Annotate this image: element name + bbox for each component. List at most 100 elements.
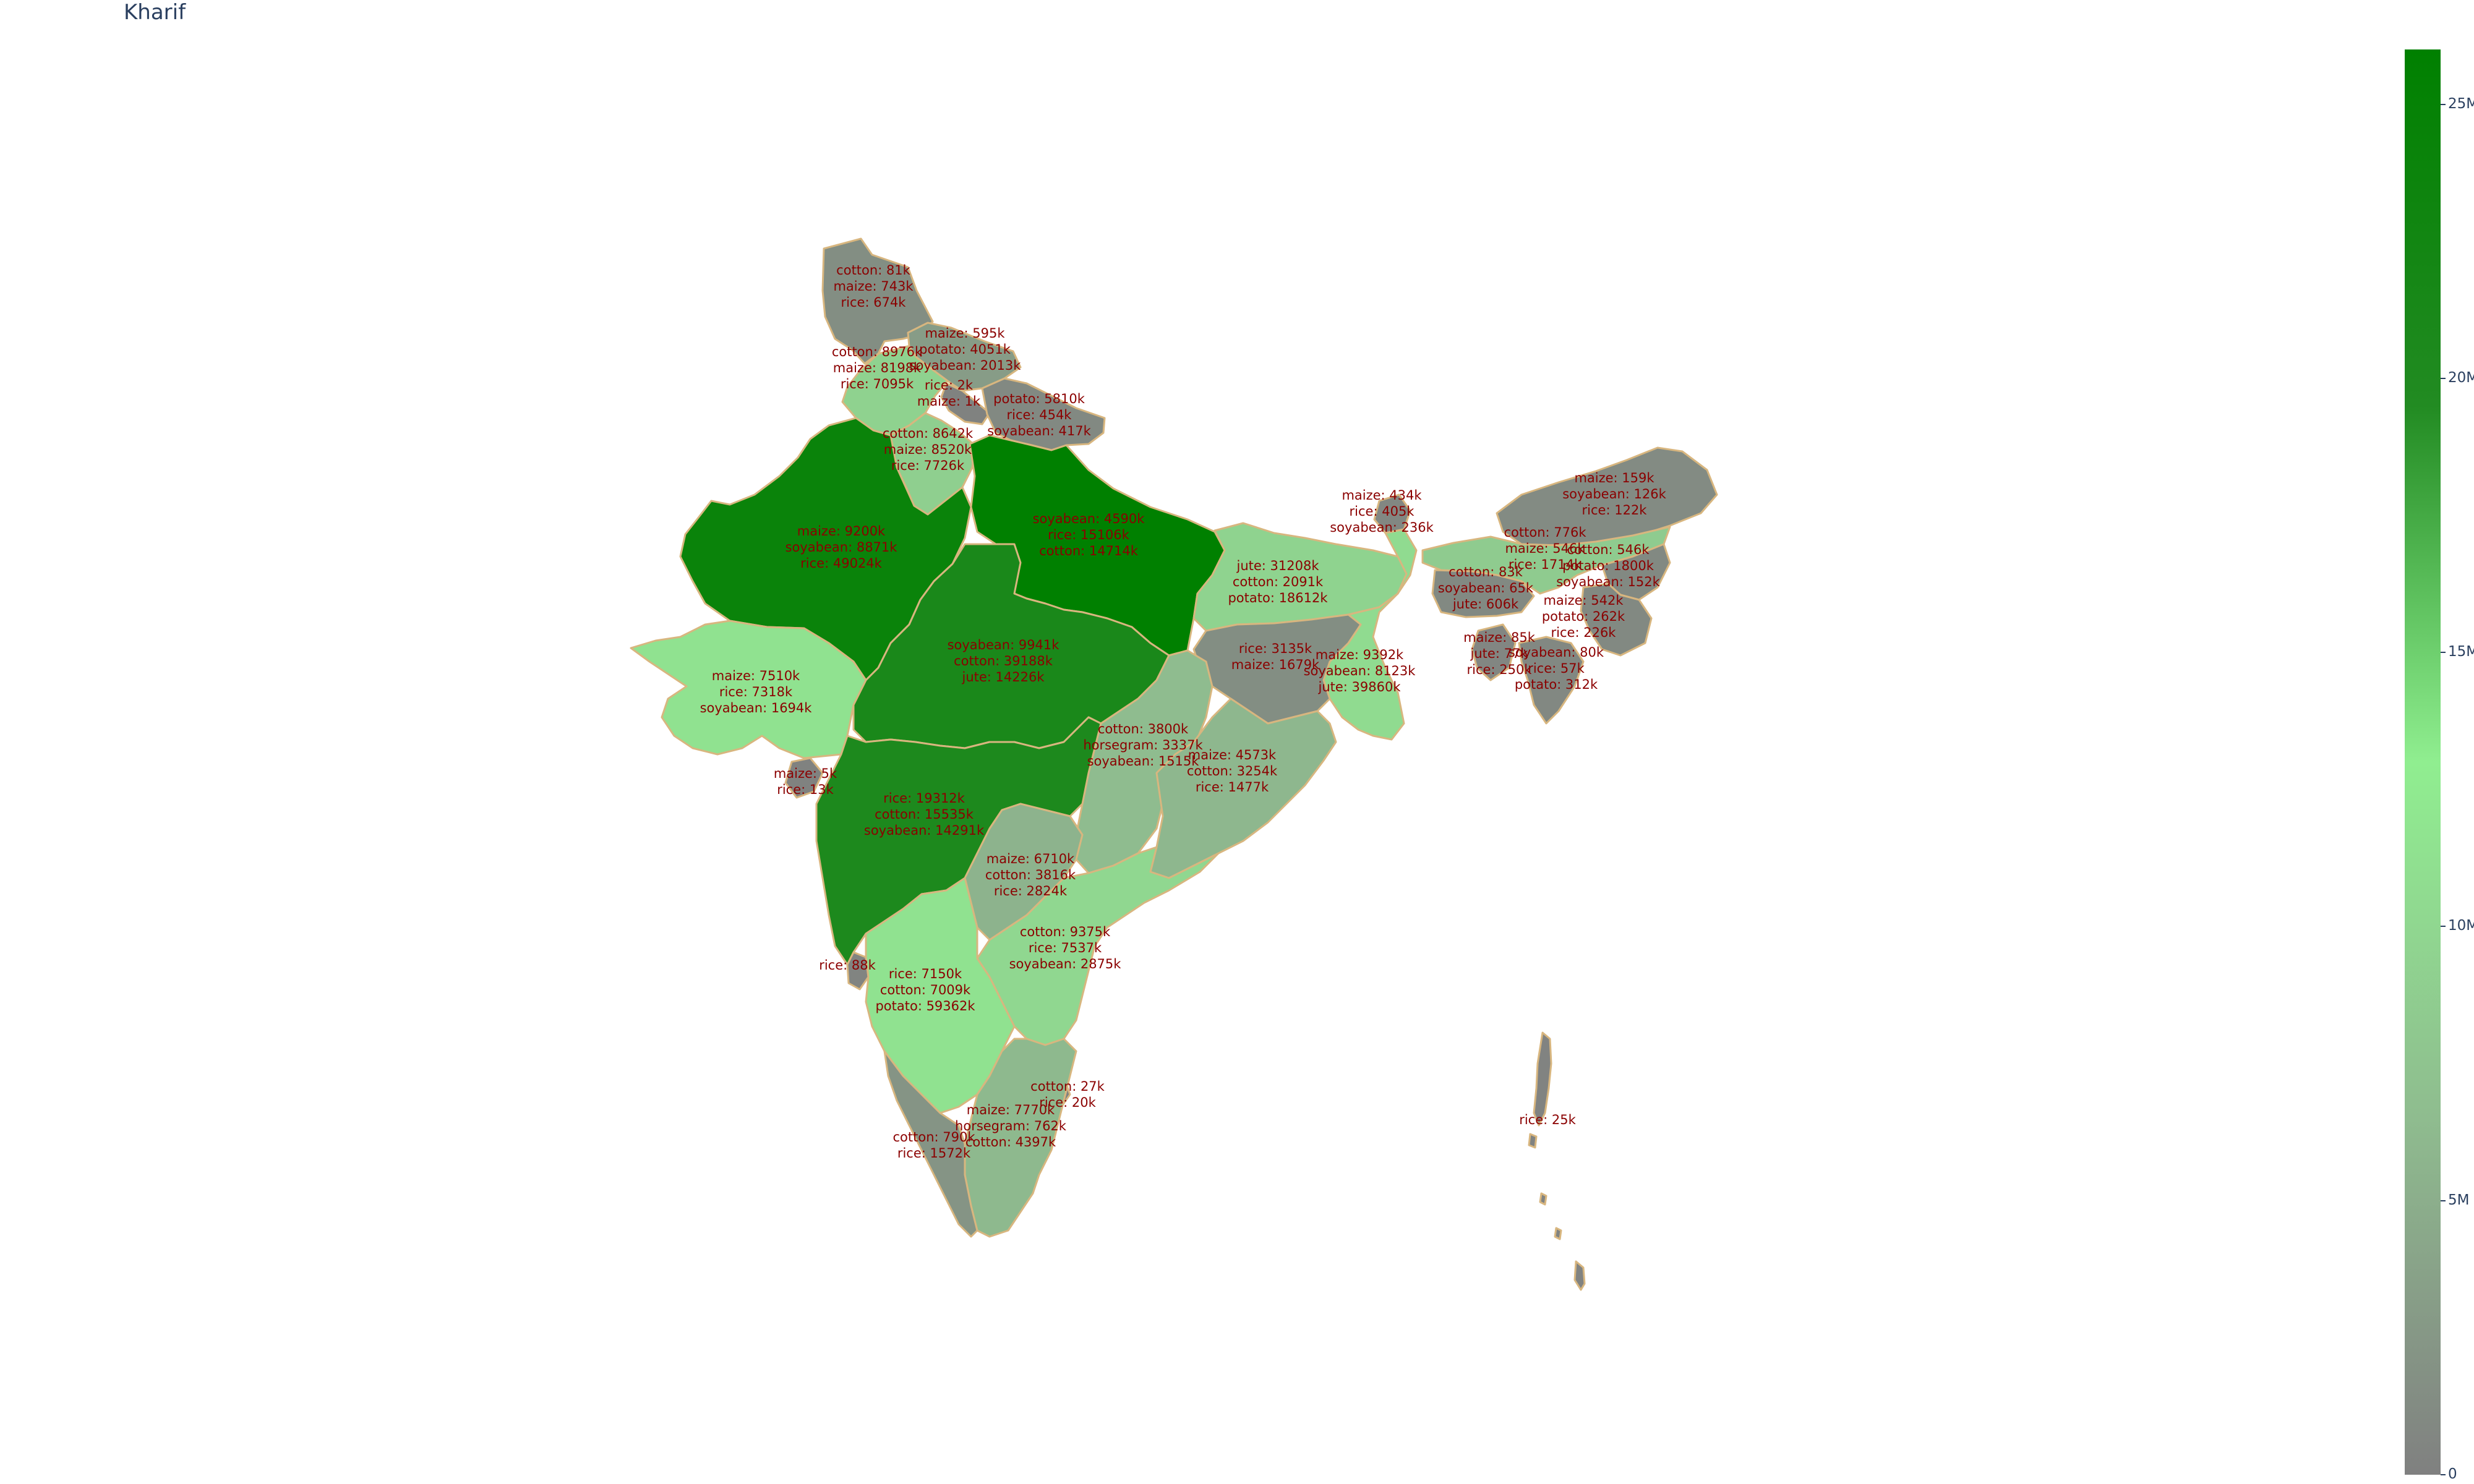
colorbar-tick-label: 5M — [2448, 1192, 2470, 1208]
region-label-meghalaya: jute: 606k — [1452, 597, 1519, 612]
region-label-bihar: jute: 31208k — [1236, 558, 1319, 573]
region-label-tripura: jute: 77k — [1470, 646, 1529, 661]
region-label-mizoram: rice: 57k — [1528, 661, 1585, 676]
region-label-sikkim: maize: 434k — [1342, 488, 1422, 503]
colorbar-tick-mark — [2441, 926, 2446, 927]
region-label-chandigarh: rice: 2k — [925, 378, 974, 393]
region-label-assam: maize: 546k — [1505, 541, 1585, 556]
region-label-gujarat: rice: 7318k — [719, 684, 793, 699]
region-label-andhra-pradesh: cotton: 9375k — [1020, 924, 1111, 939]
region-label-mizoram: potato: 312k — [1515, 677, 1598, 692]
colorbar-tick-mark — [2441, 652, 2446, 654]
region-label-maharashtra: soyabean: 14291k — [864, 823, 985, 838]
region-label-uttar-pradesh: cotton: 14714k — [1039, 544, 1139, 558]
region-label-meghalaya: soyabean: 65k — [1438, 581, 1534, 595]
region-label-bihar: potato: 18612k — [1228, 591, 1328, 605]
region-label-chhattisgarh: horsegram: 3337k — [1083, 738, 1203, 753]
region-label-bihar: cotton: 2091k — [1233, 574, 1324, 589]
region-label-uttarakhand: soyabean: 417k — [987, 424, 1091, 438]
region-label-arunachal: soyabean: 126k — [1562, 487, 1666, 501]
region-label-jharkhand: maize: 1679k — [1231, 657, 1320, 672]
region-mizoram[interactable] — [1518, 636, 1585, 725]
region-label-assam: cotton: 776k — [1504, 525, 1586, 540]
region-label-goa: rice: 88k — [819, 958, 876, 973]
region-label-gujarat: maize: 7510k — [712, 668, 800, 683]
region-jammu-kashmir[interactable] — [821, 237, 934, 365]
map-title: Kharif — [124, 0, 186, 25]
region-label-madhya-pradesh: jute: 14226k — [961, 670, 1045, 684]
region-label-sikkim: rice: 405k — [1350, 504, 1415, 519]
region-label-punjab: maize: 8198k — [833, 360, 922, 375]
region-label-rajasthan: maize: 9200k — [797, 524, 886, 539]
region-label-karnataka: cotton: 7009k — [880, 983, 971, 997]
region-label-arunachal: rice: 122k — [1582, 503, 1648, 518]
region-label-punjab: cotton: 8976k — [832, 344, 923, 359]
region-label-jammu-kashmir: cotton: 81k — [836, 263, 910, 278]
region-label-jammu-kashmir: rice: 674k — [841, 295, 907, 310]
region-label-haryana: cotton: 8642k — [883, 426, 974, 441]
region-label-andhra-pradesh: rice: 7537k — [1029, 940, 1102, 955]
colorbar-tick-label: 25M — [2448, 95, 2474, 112]
region-label-meghalaya: cotton: 83k — [1449, 565, 1523, 579]
region-dadra-daman[interactable] — [784, 757, 824, 799]
region-label-karnataka: rice: 7150k — [889, 966, 962, 981]
region-meghalaya[interactable] — [1431, 569, 1535, 618]
region-label-nagaland: soyabean: 152k — [1556, 574, 1660, 589]
colorbar-tick-label: 10M — [2448, 918, 2474, 934]
region-label-telangana: maize: 6710k — [987, 851, 1075, 866]
region-label-haryana: maize: 8520k — [884, 442, 972, 457]
region-tripura[interactable] — [1471, 623, 1517, 681]
colorbar-tick-mark — [2441, 1200, 2446, 1201]
region-label-manipur: rice: 226k — [1551, 625, 1617, 640]
region-label-mizoram: soyabean: 80k — [1509, 645, 1604, 660]
region-label-rajasthan: soyabean: 8871k — [785, 540, 898, 555]
region-label-uttarakhand: rice: 454k — [1007, 407, 1072, 422]
region-label-telangana: cotton: 3816k — [985, 868, 1076, 882]
region-label-dadra-daman: rice: 13k — [777, 782, 834, 797]
region-andhra-pradesh[interactable] — [976, 846, 1220, 1046]
colorbar-tick-label: 0 — [2448, 1466, 2457, 1482]
region-label-nagaland: cotton: 546k — [1567, 542, 1650, 557]
region-gujarat[interactable] — [630, 620, 867, 759]
colorbar-tick-mark — [2441, 377, 2446, 379]
region-label-gujarat: soyabean: 1694k — [700, 701, 813, 715]
region-label-tamil-nadu: horsegram: 762k — [955, 1119, 1067, 1133]
region-chandigarh[interactable] — [940, 382, 991, 425]
region-label-nagaland: potato: 1800k — [1562, 558, 1654, 573]
region-label-madhya-pradesh: soyabean: 9941k — [948, 638, 1060, 652]
region-label-karnataka: potato: 59362k — [875, 999, 975, 1013]
region-manipur[interactable] — [1580, 582, 1653, 657]
region-label-odisha: rice: 1477k — [1196, 780, 1269, 795]
region-label-odisha: cotton: 3254k — [1187, 764, 1278, 778]
region-label-jharkhand: rice: 3135k — [1239, 641, 1312, 656]
region-label-punjab: rice: 7095k — [841, 377, 914, 391]
region-label-sikkim: soyabean: 236k — [1330, 520, 1434, 535]
region-label-haryana: rice: 7726k — [891, 458, 965, 473]
region-label-uttar-pradesh: rice: 15106k — [1048, 527, 1129, 542]
region-andaman-nicobar[interactable] — [1528, 1031, 1586, 1291]
colorbar-tick-mark — [2441, 103, 2446, 105]
region-label-chhattisgarh: cotton: 3800k — [1098, 722, 1189, 736]
region-label-jammu-kashmir: maize: 743k — [833, 279, 914, 294]
region-label-tamil-nadu: maize: 7770k — [967, 1102, 1055, 1117]
region-label-west-bengal: jute: 39860k — [1317, 680, 1401, 694]
region-label-west-bengal: soyabean: 8123k — [1304, 663, 1416, 678]
region-label-himachal: maize: 595k — [925, 326, 1005, 341]
region-label-telangana: rice: 2824k — [994, 884, 1068, 898]
region-label-tamil-nadu: cotton: 4397k — [965, 1135, 1056, 1149]
region-label-madhya-pradesh: cotton: 39188k — [954, 654, 1053, 668]
region-label-tripura: maize: 85k — [1463, 630, 1536, 645]
region-west-bengal[interactable] — [1322, 528, 1418, 741]
region-label-maharashtra: cotton: 15535k — [875, 807, 974, 822]
region-kerala[interactable] — [883, 1050, 978, 1238]
region-label-chhattisgarh: soyabean: 1515k — [1087, 754, 1200, 769]
region-uttarakhand[interactable] — [981, 377, 1106, 451]
region-label-odisha: maize: 4573k — [1188, 748, 1277, 762]
colorbar-tick-label: 20M — [2448, 369, 2474, 386]
region-label-rajasthan: rice: 49024k — [800, 556, 882, 571]
region-label-tripura: rice: 250k — [1467, 662, 1533, 677]
region-label-puducherry: rice: 20k — [1039, 1095, 1096, 1110]
region-label-arunachal: maize: 159k — [1574, 471, 1654, 485]
region-label-chandigarh: maize: 1k — [917, 394, 981, 409]
